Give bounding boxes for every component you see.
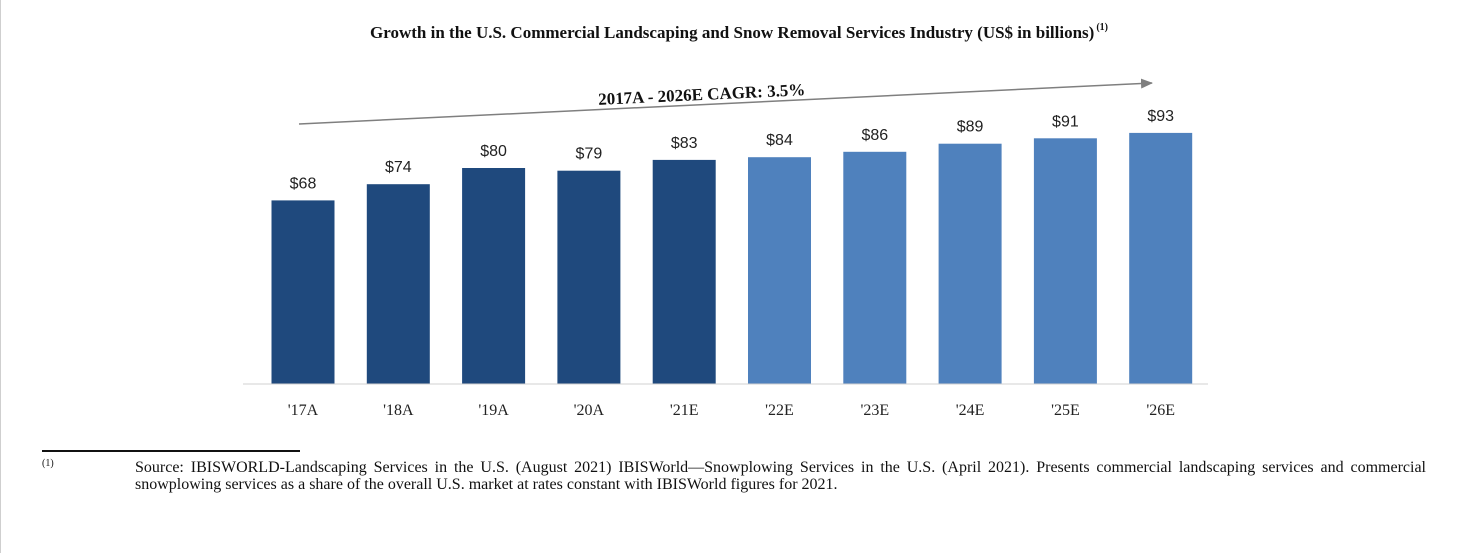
page-border: [0, 0, 1, 553]
bar-5: [748, 157, 811, 384]
x-tick-label: '24E: [956, 402, 985, 419]
x-tick-label: '26E: [1146, 402, 1175, 419]
bars-group: $68 $74 $80 $79 $83 $84 $86 $89 $91 $93: [271, 108, 1193, 384]
bar-value-label: $80: [480, 143, 507, 160]
x-tick-label: '17A: [288, 402, 319, 419]
bar-value-label: $86: [861, 127, 888, 144]
bar-9: [1129, 132, 1193, 384]
footnote-text: Source: IBISWORLD-Landscaping Services i…: [135, 459, 1426, 493]
title-footnote-marker: (1): [1096, 22, 1108, 33]
bar-4: [652, 159, 716, 384]
bar-8: [1033, 138, 1097, 384]
x-tick-label: '22E: [765, 402, 794, 419]
bar-2: [462, 168, 526, 384]
bar-value-label: $93: [1147, 108, 1174, 125]
chart-title: Growth in the U.S. Commercial Landscapin…: [0, 22, 1478, 43]
x-tick-labels: '17A '18A '19A '20A '21E '22E '23E '24E '25E '26E: [288, 402, 1175, 419]
x-tick-label: '18A: [383, 402, 414, 419]
bar-value-label: $89: [957, 119, 984, 136]
bar-0: [271, 200, 335, 384]
x-tick-label: '19A: [478, 402, 509, 419]
footnote-marker: (1): [42, 458, 54, 469]
x-tick-label: '23E: [860, 402, 889, 419]
bar-value-label: $83: [671, 135, 698, 152]
x-tick-label: '20A: [574, 402, 605, 419]
chart-title-text: Growth in the U.S. Commercial Landscapin…: [370, 23, 1095, 42]
x-tick-label: '21E: [670, 402, 699, 419]
footnote-divider: [42, 450, 300, 452]
bar-1: [366, 184, 430, 384]
bar-6: [843, 151, 907, 384]
bar-3: [557, 170, 621, 384]
bar-value-label: $84: [766, 132, 793, 149]
x-tick-label: '25E: [1051, 402, 1080, 419]
bar-chart: $68$74$80 $79$83 $84 $86 $89 $91 $93 '17A '18A '…: [243, 78, 1208, 419]
bar-value-label: $91: [1052, 113, 1079, 130]
bar-value-label: $68: [290, 175, 317, 192]
cagr-arrow: [298, 78, 1153, 125]
bar-7: [938, 143, 1002, 384]
bar-value-label: $74: [385, 159, 412, 176]
bar-value-label: $79: [576, 146, 603, 163]
